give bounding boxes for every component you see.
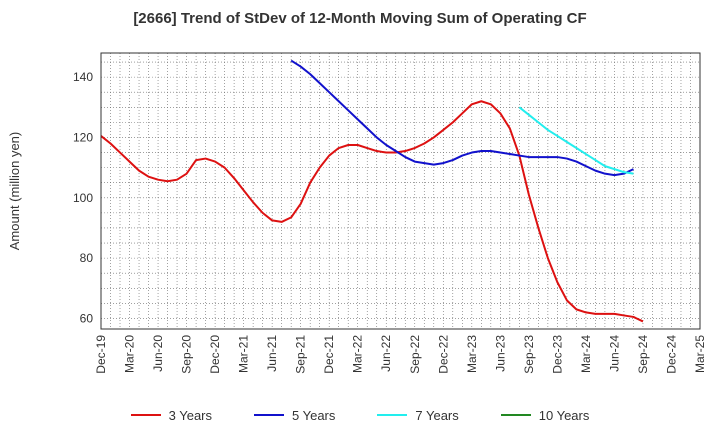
legend-swatch <box>130 414 161 416</box>
x-tick-label: Mar-23 <box>465 335 479 373</box>
y-tick-label: 100 <box>73 191 93 205</box>
legend-item: 7 Years <box>377 404 459 426</box>
x-tick-label: Dec-24 <box>664 335 678 374</box>
x-tick-label: Dec-21 <box>322 335 336 374</box>
legend-label: 7 Years <box>415 407 459 423</box>
x-tick-label: Mar-22 <box>351 335 365 373</box>
legend-swatch <box>254 414 284 416</box>
legend: 3 Years 5 Years 7 Years 10 Years <box>0 404 720 426</box>
x-tick-label: Dec-22 <box>436 335 450 374</box>
legend-item: 10 Years <box>500 404 590 426</box>
x-tick-label: Jun-23 <box>493 335 507 372</box>
y-tick-label: 80 <box>80 251 94 265</box>
y-tick-labels: 60 80 100 120 140 <box>73 70 93 325</box>
x-tick-label: Mar-20 <box>123 335 137 373</box>
y-tick-label: 60 <box>80 311 94 325</box>
y-tick-label: 120 <box>73 130 93 144</box>
x-tick-label: Sep-21 <box>294 335 308 374</box>
series-line-7-years <box>518 106 634 175</box>
legend-label: 10 Years <box>538 407 590 423</box>
grid-lines <box>100 53 701 329</box>
x-tick-label: Mar-24 <box>579 335 593 373</box>
plot-area-frame <box>100 52 701 330</box>
x-tick-label: Mar-25 <box>693 335 707 373</box>
legend-item: 5 Years <box>254 404 335 426</box>
chart-title: [2666] Trend of StDev of 12-Month Moving… <box>133 10 587 27</box>
x-tick-label: Jun-21 <box>265 335 279 372</box>
legend-label: 3 Years <box>168 407 212 423</box>
x-tick-label: Jun-24 <box>607 335 621 372</box>
x-tick-label: Sep-22 <box>408 335 422 374</box>
x-tick-label: Sep-20 <box>180 335 194 374</box>
x-tick-label: Jun-20 <box>151 335 165 372</box>
series-lines <box>100 59 644 323</box>
legend-swatch <box>500 414 531 416</box>
y-axis-title: Amount (million yen) <box>7 132 22 251</box>
x-tick-label: Sep-24 <box>636 335 650 374</box>
x-tick-label: Dec-20 <box>208 335 222 374</box>
x-tick-labels: Dec-19 Mar-20 Jun-20 Sep-20 Dec-20 Mar-21 Jun-… <box>94 335 707 374</box>
legend-item: 3 Years <box>130 404 212 426</box>
x-tick-label: Mar-21 <box>237 335 251 373</box>
x-tick-label: Dec-19 <box>94 335 108 374</box>
legend-swatch <box>377 414 408 416</box>
y-tick-label: 140 <box>73 70 93 84</box>
legend-label: 5 Years <box>292 407 336 423</box>
x-tick-label: Jun-22 <box>379 335 393 372</box>
series-line-3-years <box>100 100 644 323</box>
series-line-5-years <box>290 59 634 177</box>
x-tick-label: Sep-23 <box>522 335 536 374</box>
x-tick-label: Dec-23 <box>550 335 564 374</box>
